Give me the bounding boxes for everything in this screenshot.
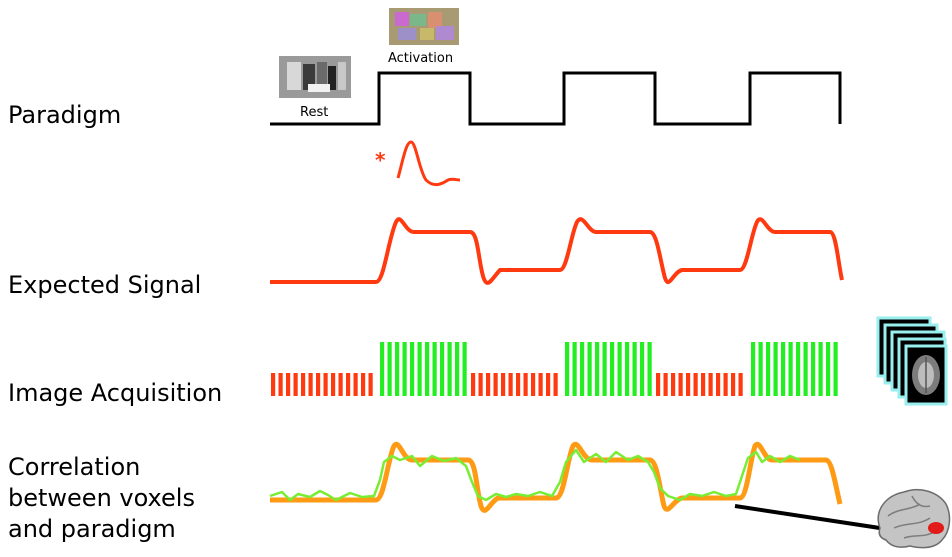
acquisition-bar-active bbox=[781, 342, 786, 396]
acquisition-bar-rest bbox=[478, 373, 483, 396]
acquisition-bar-active bbox=[826, 342, 831, 396]
acquisition-bar-active bbox=[818, 342, 823, 396]
acquisition-bar-rest bbox=[531, 373, 536, 396]
acquisition-bar-active bbox=[788, 342, 793, 396]
acquisition-bar-rest bbox=[523, 373, 528, 396]
acquisition-bar-rest bbox=[493, 373, 498, 396]
acquisition-bar-active bbox=[572, 342, 577, 396]
acquisition-bar-active bbox=[455, 342, 460, 396]
acquisition-bar-rest bbox=[316, 373, 321, 396]
paradigm-label: Paradigm bbox=[8, 101, 122, 129]
acquisition-bar-rest bbox=[486, 373, 491, 396]
correlation-measured-signal bbox=[269, 448, 801, 502]
convolution-asterisk: * bbox=[375, 148, 386, 172]
acquisition-bar-rest bbox=[693, 373, 698, 396]
acquisition-bar-rest bbox=[361, 373, 366, 396]
acquisition-bar-rest bbox=[708, 373, 713, 396]
acquisition-bar-rest bbox=[338, 373, 343, 396]
image-acquisition-bars bbox=[271, 342, 838, 396]
acquisition-bar-rest bbox=[508, 373, 513, 396]
acquisition-bar-rest bbox=[368, 373, 373, 396]
acquisition-bar-rest bbox=[738, 373, 743, 396]
acquisition-bar-active bbox=[447, 342, 452, 396]
acquisition-bar-rest bbox=[353, 373, 358, 396]
acquisition-bar-active bbox=[625, 342, 630, 396]
correlation-label-line-2: between voxels bbox=[8, 484, 195, 512]
acquisition-bar-active bbox=[580, 342, 585, 396]
acquisition-bar-active bbox=[617, 342, 622, 396]
acquisition-bar-active bbox=[595, 342, 600, 396]
acquisition-bar-rest bbox=[686, 373, 691, 396]
brain-icon bbox=[877, 488, 951, 549]
expected-signal-label: Expected Signal bbox=[8, 271, 202, 299]
acquisition-bar-active bbox=[833, 342, 838, 396]
acquisition-bar-rest bbox=[286, 373, 291, 396]
acquisition-bar-active bbox=[395, 342, 400, 396]
acquisition-bar-active bbox=[425, 342, 430, 396]
correlation-model-curve bbox=[270, 441, 843, 513]
acquisition-bar-active bbox=[803, 342, 808, 396]
acquisition-bar-active bbox=[417, 342, 422, 396]
acquisition-bar-active bbox=[387, 342, 392, 396]
acquisition-bar-active bbox=[587, 342, 592, 396]
acquisition-bar-active bbox=[632, 342, 637, 396]
acquisition-bar-rest bbox=[346, 373, 351, 396]
acquisition-bar-rest bbox=[656, 373, 661, 396]
acquisition-bar-rest bbox=[501, 373, 506, 396]
acquisition-bar-active bbox=[440, 342, 445, 396]
acquisition-bar-active bbox=[462, 342, 467, 396]
acquisition-bar-rest bbox=[701, 373, 706, 396]
acquisition-bar-rest bbox=[271, 373, 276, 396]
acquisition-bar-active bbox=[640, 342, 645, 396]
expected-signal-curve bbox=[270, 217, 844, 285]
acquisition-bar-active bbox=[811, 342, 816, 396]
acquisition-bar-rest bbox=[553, 373, 558, 396]
correlation-label-line-1: Correlation bbox=[8, 453, 141, 481]
acquisition-bar-rest bbox=[671, 373, 676, 396]
acquisition-bar-rest bbox=[293, 373, 298, 396]
volume-stack-icon bbox=[876, 316, 948, 406]
acquisition-bar-active bbox=[402, 342, 407, 396]
acquisition-bar-active bbox=[751, 342, 756, 396]
acquisition-bar-rest bbox=[538, 373, 543, 396]
acquisition-bar-rest bbox=[663, 373, 668, 396]
acquisition-bar-rest bbox=[471, 373, 476, 396]
image-acquisition-label: Image Acquisition bbox=[8, 379, 223, 407]
acquisition-bar-rest bbox=[278, 373, 283, 396]
acquisition-bar-active bbox=[796, 342, 801, 396]
acquisition-bar-active bbox=[410, 342, 415, 396]
hrf-kernel-curve bbox=[396, 140, 461, 187]
acquisition-bar-rest bbox=[678, 373, 683, 396]
acquisition-bar-active bbox=[565, 342, 570, 396]
acquisition-bar-active bbox=[610, 342, 615, 396]
acquisition-bar-rest bbox=[731, 373, 736, 396]
acquisition-bar-active bbox=[602, 342, 607, 396]
acquisition-bar-rest bbox=[723, 373, 728, 396]
acquisition-bar-active bbox=[773, 342, 778, 396]
acquisition-bar-rest bbox=[308, 373, 313, 396]
acquisition-bar-rest bbox=[516, 373, 521, 396]
acquisition-bar-active bbox=[766, 342, 771, 396]
rest-image-thumbnail bbox=[279, 56, 351, 98]
acquisition-bar-active bbox=[380, 342, 385, 396]
acquisition-bar-rest bbox=[301, 373, 306, 396]
activation-label: Activation bbox=[388, 51, 453, 66]
acquisition-bar-rest bbox=[546, 373, 551, 396]
acquisition-bar-rest bbox=[323, 373, 328, 396]
acquisition-bar-rest bbox=[716, 373, 721, 396]
correlation-label-line-3: and paradigm bbox=[8, 515, 176, 543]
arrow-to-brain bbox=[734, 504, 907, 534]
acquisition-bar-active bbox=[758, 342, 763, 396]
activation-image-thumbnail bbox=[389, 8, 459, 45]
correlation-label: Correlation between voxels and paradigm bbox=[8, 452, 195, 545]
rest-label: Rest bbox=[300, 105, 328, 120]
acquisition-bar-rest bbox=[331, 373, 336, 396]
acquisition-bar-active bbox=[432, 342, 437, 396]
acquisition-bar-active bbox=[647, 342, 652, 396]
paradigm-boxcar-line bbox=[270, 71, 842, 126]
